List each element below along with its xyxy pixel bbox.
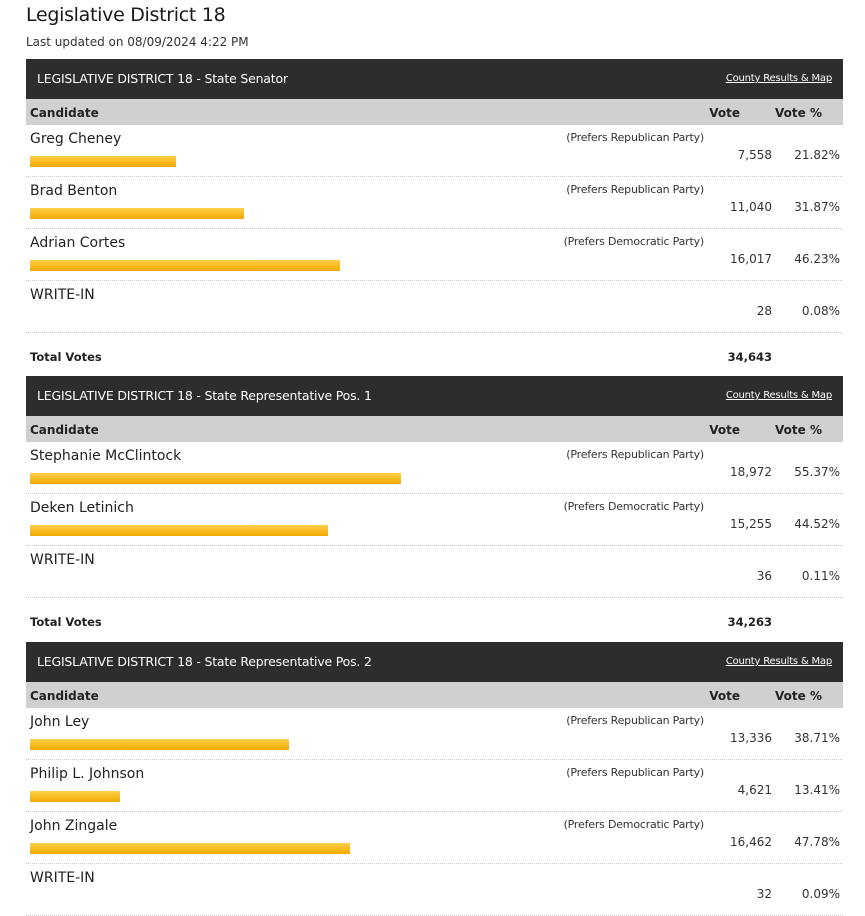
candidate-vote-percent: 47.78%	[794, 835, 840, 849]
column-header: Candidate Vote Vote %	[26, 99, 843, 125]
candidate-name: John Ley	[30, 714, 90, 730]
candidate-votes: 16,462	[730, 835, 772, 849]
candidate-party: (Prefers Democratic Party)	[563, 500, 705, 513]
candidate-party: (Prefers Democratic Party)	[563, 818, 705, 831]
candidate-vote-percent: 38.71%	[794, 731, 840, 745]
candidate-vote-percent: 55.37%	[794, 465, 840, 479]
candidate-row: Stephanie McClintock (Prefers Republican…	[26, 442, 843, 494]
candidate-vote-percent: 0.08%	[801, 304, 840, 318]
race-title: LEGISLATIVE DISTRICT 18 - State Represen…	[37, 388, 372, 403]
race-state-senator: LEGISLATIVE DISTRICT 18 - State Senator …	[26, 59, 843, 377]
county-results-map-link[interactable]: County Results & Map	[725, 73, 832, 84]
candidate-row: Philip L. Johnson (Prefers Republican Pa…	[26, 760, 843, 812]
vote-percent-column-label: Vote %	[775, 106, 822, 120]
vote-column-label: Vote	[709, 423, 740, 437]
race-header: LEGISLATIVE DISTRICT 18 - State Represen…	[26, 642, 843, 682]
vote-share-bar	[30, 156, 177, 167]
candidate-name: WRITE-IN	[30, 552, 95, 568]
vote-column-label: Vote	[709, 106, 740, 120]
candidate-row: John Ley (Prefers Republican Party) 13,3…	[26, 708, 843, 760]
candidate-party: (Prefers Republican Party)	[566, 183, 704, 196]
vote-percent-column-label: Vote %	[775, 689, 822, 703]
candidate-name: John Zingale	[30, 818, 118, 834]
candidate-party: (Prefers Democratic Party)	[563, 235, 705, 248]
candidate-row: WRITE-IN 36 0.11%	[26, 546, 843, 598]
race-title: LEGISLATIVE DISTRICT 18 - State Represen…	[37, 654, 372, 669]
vote-share-bar	[30, 260, 340, 271]
vote-percent-column-label: Vote %	[775, 423, 822, 437]
candidate-column-label: Candidate	[30, 423, 99, 437]
candidate-name: WRITE-IN	[30, 287, 95, 303]
candidate-party: (Prefers Republican Party)	[566, 714, 704, 727]
vote-share-bar	[30, 843, 351, 854]
total-votes-row: Total Votes 34,643	[26, 333, 843, 377]
candidate-row: Adrian Cortes (Prefers Democratic Party)…	[26, 229, 843, 281]
candidate-row: Brad Benton (Prefers Republican Party) 1…	[26, 177, 843, 229]
vote-share-bar	[30, 791, 120, 802]
vote-share-bar	[30, 525, 329, 536]
race-header: LEGISLATIVE DISTRICT 18 - State Represen…	[26, 376, 843, 416]
column-header: Candidate Vote Vote %	[26, 682, 843, 708]
candidate-name: Brad Benton	[30, 183, 118, 199]
candidate-votes: 16,017	[730, 252, 772, 266]
total-votes-label: Total Votes	[30, 350, 102, 364]
total-votes-row: Total Votes 34,263	[26, 598, 843, 642]
total-votes-value: 34,263	[727, 615, 772, 629]
vote-share-bar	[30, 208, 244, 219]
candidate-name: Adrian Cortes	[30, 235, 126, 251]
candidate-vote-percent: 0.11%	[801, 569, 840, 583]
candidate-vote-percent: 0.09%	[801, 887, 840, 901]
race-title: LEGISLATIVE DISTRICT 18 - State Senator	[37, 71, 288, 86]
candidate-votes: 15,255	[730, 517, 772, 531]
candidate-name: Deken Letinich	[30, 500, 134, 516]
vote-share-bar	[30, 739, 290, 750]
candidate-votes: 28	[756, 304, 772, 318]
candidate-votes: 32	[756, 887, 772, 901]
county-results-map-link[interactable]: County Results & Map	[725, 656, 832, 667]
candidate-row: WRITE-IN 32 0.09%	[26, 864, 843, 916]
candidate-column-label: Candidate	[30, 106, 99, 120]
candidate-name: Philip L. Johnson	[30, 766, 145, 782]
candidate-row: John Zingale (Prefers Democratic Party) …	[26, 812, 843, 864]
candidate-vote-percent: 46.23%	[794, 252, 840, 266]
page-title: Legislative District 18	[26, 4, 226, 26]
candidate-party: (Prefers Republican Party)	[566, 766, 704, 779]
column-header: Candidate Vote Vote %	[26, 416, 843, 442]
candidate-vote-percent: 31.87%	[794, 200, 840, 214]
candidate-party: (Prefers Republican Party)	[566, 448, 704, 461]
candidate-name: Greg Cheney	[30, 131, 122, 147]
total-votes-label: Total Votes	[30, 615, 102, 629]
candidate-row: Deken Letinich (Prefers Democratic Party…	[26, 494, 843, 546]
candidate-row: Greg Cheney (Prefers Republican Party) 7…	[26, 125, 843, 177]
candidate-votes: 36	[756, 569, 772, 583]
total-votes-value: 34,643	[727, 350, 772, 364]
county-results-map-link[interactable]: County Results & Map	[725, 390, 832, 401]
last-updated: Last updated on 08/09/2024 4:22 PM	[26, 35, 249, 49]
candidate-column-label: Candidate	[30, 689, 99, 703]
candidate-vote-percent: 44.52%	[794, 517, 840, 531]
vote-column-label: Vote	[709, 689, 740, 703]
candidate-votes: 18,972	[730, 465, 772, 479]
candidate-row: WRITE-IN 28 0.08%	[26, 281, 843, 333]
candidate-votes: 7,558	[737, 148, 772, 162]
candidate-party: (Prefers Republican Party)	[566, 131, 704, 144]
candidate-name: Stephanie McClintock	[30, 448, 182, 464]
candidate-name: WRITE-IN	[30, 870, 95, 886]
race-state-representative-pos-2: LEGISLATIVE DISTRICT 18 - State Represen…	[26, 642, 843, 916]
candidate-votes: 11,040	[730, 200, 772, 214]
race-state-representative-pos-1: LEGISLATIVE DISTRICT 18 - State Represen…	[26, 376, 843, 642]
vote-share-bar	[30, 473, 401, 484]
candidate-vote-percent: 21.82%	[794, 148, 840, 162]
race-header: LEGISLATIVE DISTRICT 18 - State Senator …	[26, 59, 843, 99]
candidate-vote-percent: 13.41%	[794, 783, 840, 797]
candidate-votes: 13,336	[730, 731, 772, 745]
candidate-votes: 4,621	[737, 783, 772, 797]
